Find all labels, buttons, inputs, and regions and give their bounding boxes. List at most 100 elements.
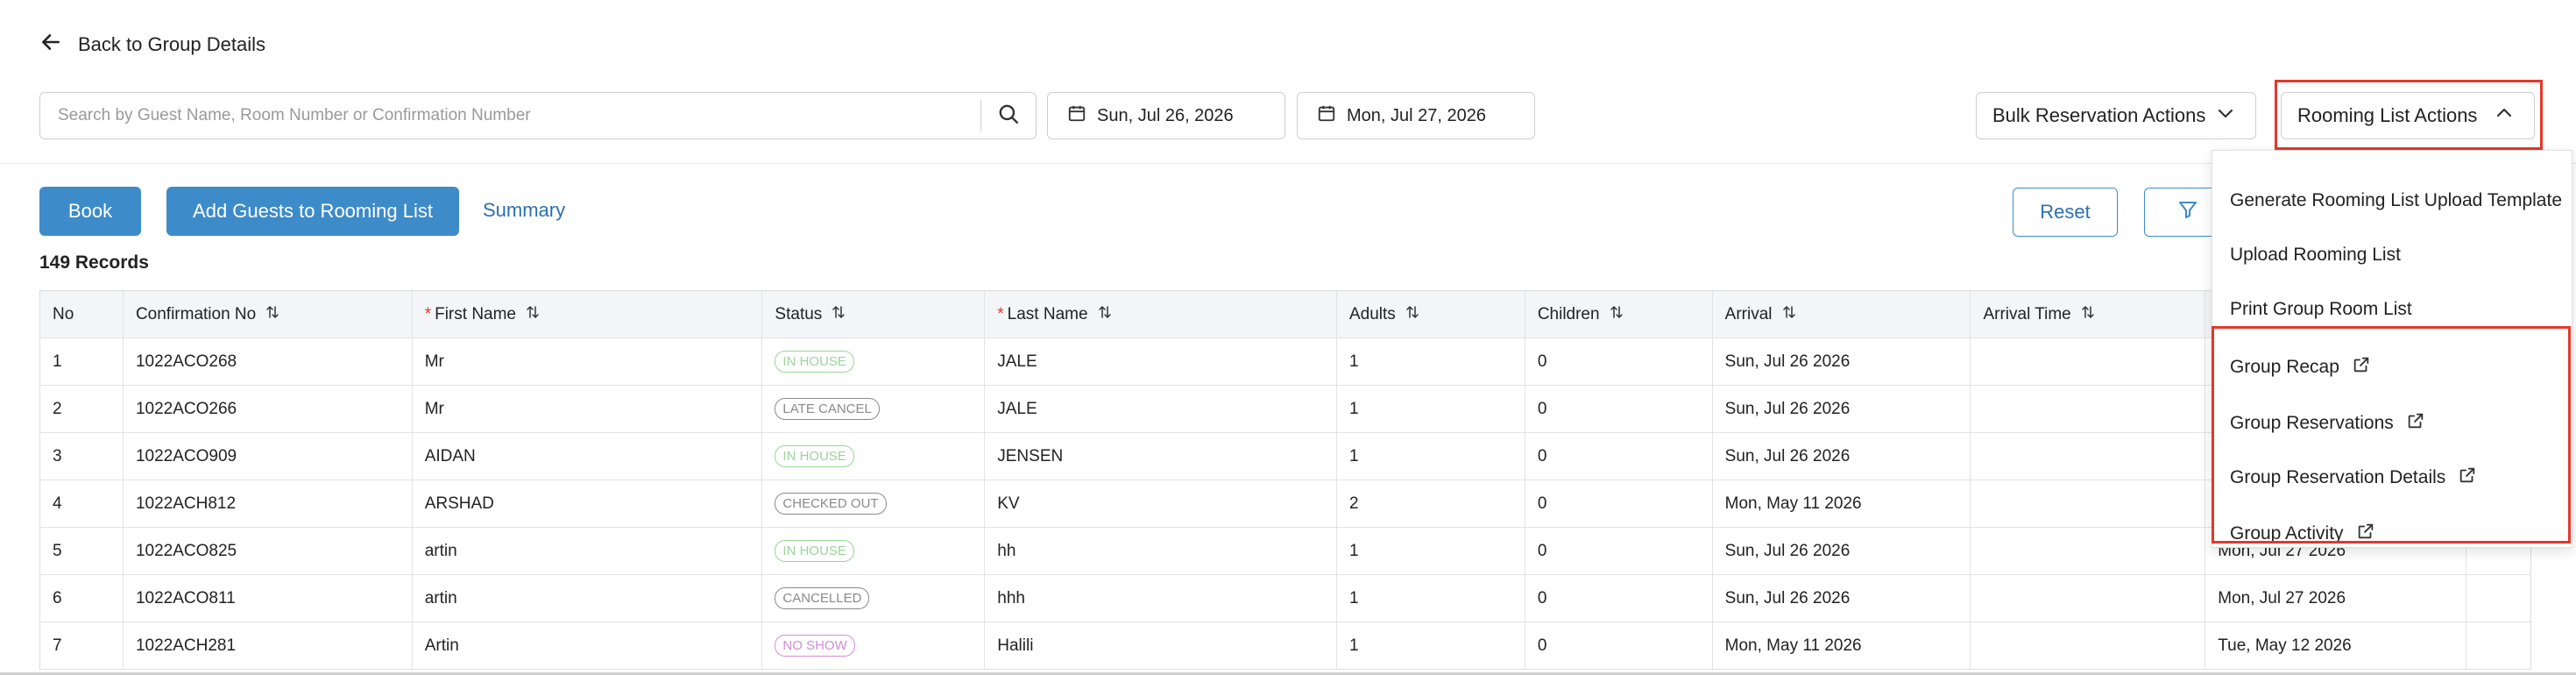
table-cell-adults: 1 <box>1337 528 1525 574</box>
column-header-adults-label: Adults <box>1348 304 1396 323</box>
table-cell-arrival-time <box>1971 480 2206 527</box>
rooming-list-actions-select[interactable]: Rooming List Actions <box>2281 92 2535 139</box>
cell-value: 0 <box>1537 636 1547 655</box>
sort-icon[interactable] <box>256 304 280 325</box>
table-cell-status: NO SHOW <box>762 622 986 669</box>
table-cell-children: 0 <box>1525 480 1713 527</box>
top-bar <box>0 0 2576 164</box>
search-icon <box>997 103 1020 130</box>
table-cell-arrival: Sun, Jul 26 2026 <box>1713 433 1971 480</box>
add-guests-button-label: Add Guests to Rooming List <box>193 200 433 222</box>
menu-item-label: Group Reservations <box>2230 413 2394 433</box>
search-input[interactable] <box>40 93 980 139</box>
column-header-status[interactable]: Status <box>762 291 986 338</box>
back-label: Back to Group Details <box>78 33 265 55</box>
table-row[interactable]: 5 1022ACO825 artin IN HOUSE hh 1 0 Sun, Jul 26 … <box>40 528 2530 575</box>
table-row[interactable]: 7 1022ACH281 Artin NO SHOW Halili 1 0 Mon, May … <box>40 622 2530 670</box>
table-row[interactable]: 3 1022ACO909 AIDAN IN HOUSE JENSEN 1 0 Sun, Jul… <box>40 433 2530 480</box>
menu-item-print-group-room-list[interactable]: Print Group Room List <box>2230 292 2412 327</box>
departure-date-picker[interactable]: Mon, Jul 27, 2026 <box>1297 92 1535 139</box>
external-link-icon <box>2356 522 2375 546</box>
cell-value: 4 <box>53 494 62 513</box>
cell-value: 1022ACH812 <box>135 494 237 513</box>
column-header-first-name[interactable]: * First Name <box>413 291 763 338</box>
sort-icon[interactable] <box>1773 304 1797 325</box>
menu-item-group-activity[interactable]: Group Activity <box>2230 516 2375 551</box>
cell-value: 0 <box>1537 541 1547 560</box>
status-badge: IN HOUSE <box>775 351 854 373</box>
table-cell-adults: 1 <box>1337 338 1525 385</box>
cell-value: 0 <box>1537 588 1547 608</box>
cell-value: JALE <box>997 352 1037 371</box>
table-cell-no: 2 <box>40 386 124 432</box>
cell-value: 1022ACO909 <box>135 446 237 465</box>
sort-icon[interactable] <box>516 304 541 325</box>
table-header-row: No Confirmation No * First Name Status * L… <box>40 291 2530 338</box>
column-header-arrival[interactable]: Arrival <box>1713 291 1971 338</box>
table-cell-arrival: Sun, Jul 26 2026 <box>1713 386 1971 432</box>
table-cell-status: CANCELLED <box>762 575 986 622</box>
required-marker: * <box>424 304 432 323</box>
column-header-children-label: Children <box>1537 304 1600 323</box>
sort-icon[interactable] <box>822 304 846 325</box>
cell-value: 0 <box>1537 352 1547 371</box>
table-cell-first: artin <box>413 528 763 574</box>
table-cell-departure: Mon, Jul 27 2026 <box>2205 575 2467 622</box>
reset-button[interactable]: Reset <box>2013 188 2118 237</box>
menu-item-generate-rooming-list-upload-template[interactable]: Generate Rooming List Upload Template <box>2230 183 2562 218</box>
chevron-up-icon <box>2494 103 2515 129</box>
menu-item-group-recap[interactable]: Group Recap <box>2230 350 2371 385</box>
sort-icon[interactable] <box>1088 304 1113 325</box>
column-header-adults[interactable]: Adults <box>1337 291 1525 338</box>
sort-icon[interactable] <box>2071 304 2096 325</box>
table-cell-first: Mr <box>413 386 763 432</box>
cell-value: Halili <box>997 636 1034 655</box>
column-header-arrival-time[interactable]: Arrival Time <box>1971 291 2206 338</box>
column-header-last-name[interactable]: * Last Name <box>985 291 1337 338</box>
cell-value: JENSEN <box>997 446 1064 465</box>
cell-value: Artin <box>424 636 459 655</box>
arrival-date-picker[interactable]: Sun, Jul 26, 2026 <box>1047 92 1285 139</box>
table-cell-arrival: Mon, May 11 2026 <box>1713 622 1971 669</box>
column-header-last-name-label: Last Name <box>1007 304 1088 323</box>
menu-item-upload-rooming-list[interactable]: Upload Rooming List <box>2230 238 2401 273</box>
sort-icon[interactable] <box>1396 304 1420 325</box>
menu-item-label: Print Group Room List <box>2230 299 2412 319</box>
cell-value: 1022ACO825 <box>135 541 237 560</box>
table-row[interactable]: 1 1022ACO268 Mr IN HOUSE JALE 1 0 Sun, Jul 26 2… <box>40 338 2530 386</box>
back-to-group-details-link[interactable]: Back to Group Details <box>39 30 265 60</box>
table-cell-no: 7 <box>40 622 124 669</box>
table-cell-no: 3 <box>40 433 124 480</box>
calendar-icon <box>1067 103 1086 128</box>
cell-value: 2 <box>1348 494 1359 513</box>
cell-value: 1022ACO811 <box>135 588 236 608</box>
menu-item-group-reservations[interactable]: Group Reservations <box>2230 406 2425 441</box>
bulk-reservation-actions-select[interactable]: Bulk Reservation Actions <box>1976 92 2256 139</box>
cell-value: hh <box>997 541 1016 560</box>
table-cell-status: LATE CANCEL <box>762 386 986 432</box>
table-cell-first: Artin <box>413 622 763 669</box>
cell-value: Tue, May 12 2026 <box>2218 636 2352 655</box>
book-button[interactable]: Book <box>39 187 141 236</box>
table-cell-first: AIDAN <box>413 433 763 480</box>
table-row[interactable]: 6 1022ACO811 artin CANCELLED hhh 1 0 Sun, Jul 2… <box>40 575 2530 622</box>
external-link-icon <box>2406 411 2425 436</box>
sort-icon[interactable] <box>1600 304 1624 325</box>
table-cell-last: JALE <box>985 338 1337 385</box>
table-row[interactable]: 4 1022ACH812 ARSHAD CHECKED OUT KV 2 0 Mon, May… <box>40 480 2530 528</box>
menu-item-group-reservation-details[interactable]: Group Reservation Details <box>2230 460 2477 495</box>
filter-icon <box>2177 199 2198 225</box>
table-cell-conf: 1022ACO825 <box>124 528 413 574</box>
column-header-children[interactable]: Children <box>1525 291 1713 338</box>
column-header-confirmation-no[interactable]: Confirmation No <box>124 291 413 338</box>
add-guests-button[interactable]: Add Guests to Rooming List <box>166 187 459 236</box>
cell-value: 1022ACO268 <box>135 352 237 371</box>
summary-link[interactable]: Summary <box>483 199 566 221</box>
column-header-arrival-time-label: Arrival Time <box>1983 304 2071 323</box>
table-cell-first: artin <box>413 575 763 622</box>
cell-value: 1 <box>1348 446 1359 465</box>
chevron-down-icon <box>2215 103 2236 129</box>
search-button[interactable] <box>981 93 1036 139</box>
table-row[interactable]: 2 1022ACO266 Mr LATE CANCEL JALE 1 0 Sun, Jul 2… <box>40 386 2530 433</box>
search-box <box>39 92 1037 139</box>
